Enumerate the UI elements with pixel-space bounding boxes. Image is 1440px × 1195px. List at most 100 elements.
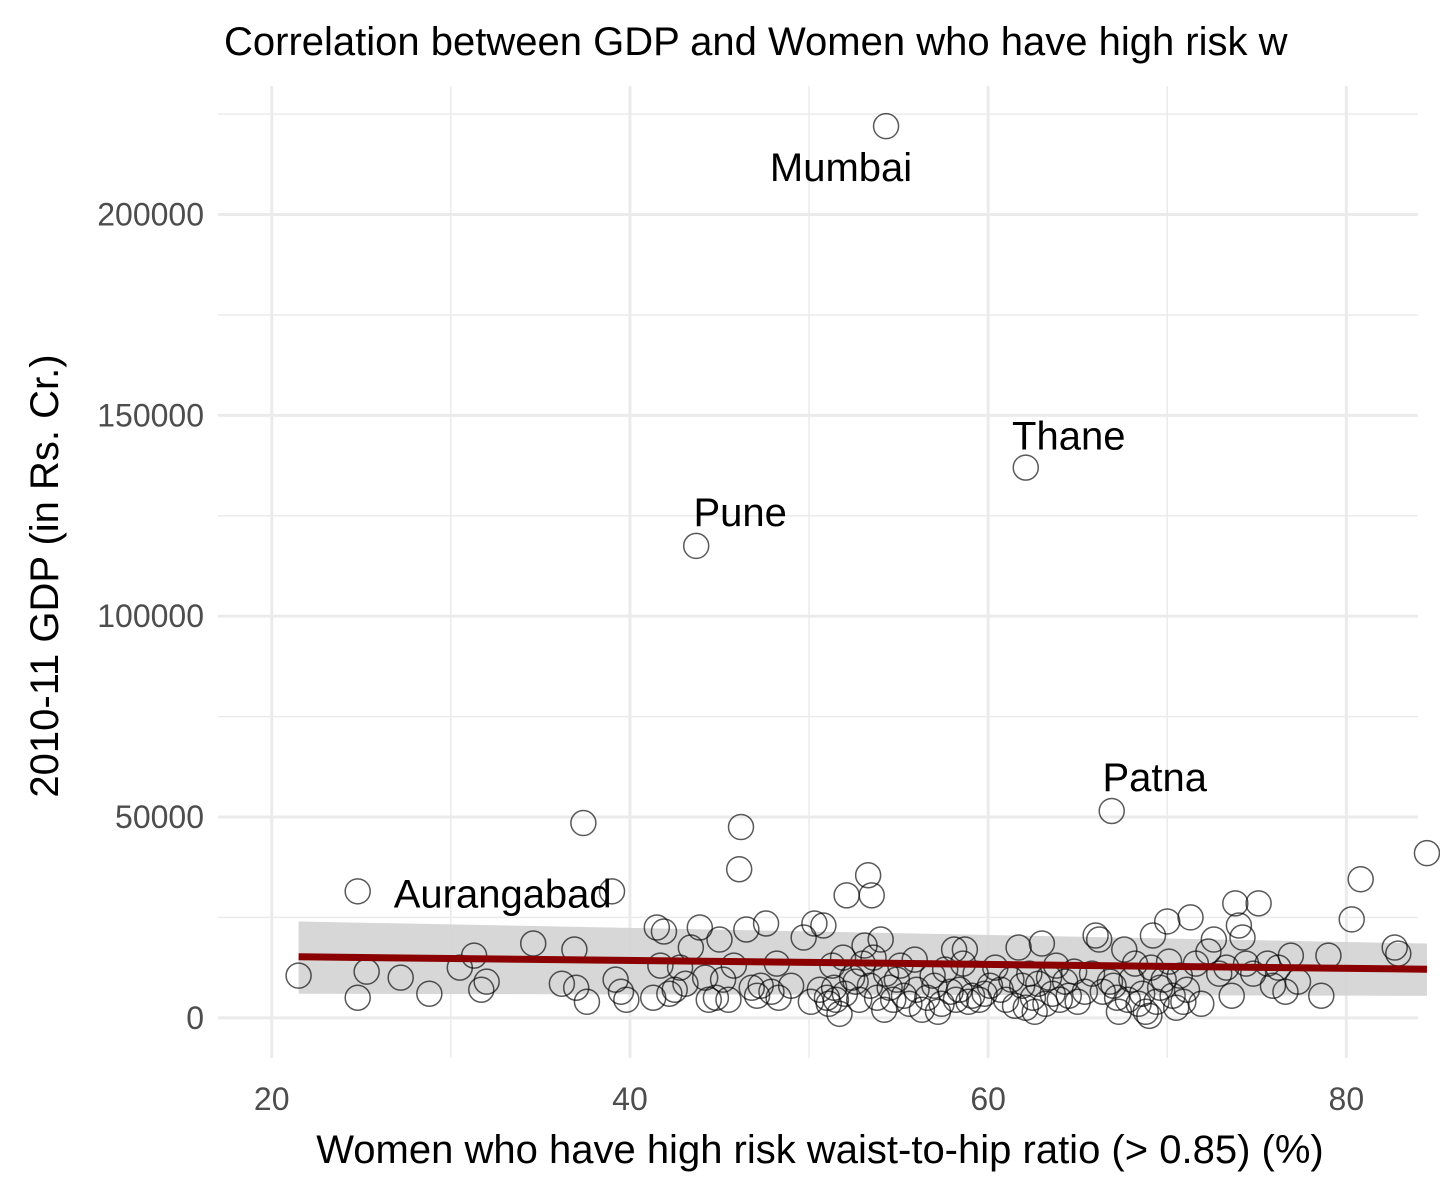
- data-point: [1005, 934, 1032, 961]
- data-point: [702, 984, 730, 1012]
- y-tick-label: 0: [186, 1000, 204, 1036]
- data-point: [725, 855, 753, 883]
- data-point: [1218, 982, 1245, 1009]
- data-point: [1019, 984, 1047, 1012]
- data-point: [672, 970, 699, 997]
- data-point: [1085, 926, 1113, 953]
- point-labels-layer: Mumbai Thane Pune Patna Aurangabad: [394, 146, 1208, 916]
- data-point: [815, 990, 842, 1018]
- data-point: [416, 980, 443, 1007]
- data-point-labeled: [1098, 797, 1125, 825]
- data-point-labeled: [344, 878, 371, 905]
- data-point: [570, 809, 597, 837]
- data-point: [908, 996, 936, 1024]
- data-point: [971, 980, 998, 1007]
- data-point: [1254, 950, 1281, 977]
- data-point: [1021, 998, 1048, 1026]
- data-point: [1170, 988, 1197, 1016]
- data-point: [647, 952, 674, 979]
- data-point: [822, 986, 850, 1014]
- data-point: [858, 882, 885, 909]
- data-point: [1347, 866, 1374, 893]
- data-point: [686, 914, 714, 941]
- x-tick-label: 40: [612, 1081, 648, 1117]
- data-point: [937, 978, 964, 1005]
- data-point: [598, 878, 626, 905]
- data-point: [733, 916, 760, 943]
- x-tick-label: 20: [254, 1081, 290, 1117]
- x-tick-label: 60: [970, 1081, 1006, 1117]
- data-point: [896, 990, 923, 1018]
- data-point-labeled: [1012, 454, 1040, 481]
- data-point: [1200, 926, 1228, 953]
- data-point: [854, 861, 882, 889]
- data-point: [738, 974, 765, 1001]
- data-point-labeled: [682, 532, 710, 560]
- data-point: [965, 986, 993, 1014]
- y-tick-label: 150000: [97, 397, 204, 433]
- data-point: [1308, 982, 1335, 1009]
- data-point: [1222, 890, 1249, 917]
- data-point: [656, 980, 683, 1007]
- data-point: [573, 988, 601, 1016]
- data-point: [468, 976, 495, 1003]
- data-point: [876, 974, 903, 1001]
- data-point: [1188, 990, 1215, 1018]
- data-point: [715, 986, 742, 1014]
- data-point: [344, 984, 371, 1012]
- data-point: [790, 924, 817, 951]
- data-point: [706, 926, 733, 953]
- x-axis-title: Women who have high risk waist-to-hip ra…: [316, 1128, 1323, 1172]
- data-point: [548, 970, 576, 997]
- data-point: [709, 966, 737, 993]
- data-point: [867, 926, 894, 953]
- data-point: [992, 986, 1020, 1014]
- data-point: [1136, 1002, 1163, 1030]
- point-label-patna: Patna: [1102, 756, 1207, 800]
- data-point: [801, 910, 828, 937]
- data-point: [958, 982, 986, 1009]
- data-point: [720, 952, 748, 979]
- grid-minor: [218, 86, 1418, 1058]
- data-point: [833, 882, 860, 909]
- x-tick-labels: 20 40 60 80: [254, 1081, 1364, 1117]
- data-point: [387, 964, 414, 991]
- data-point: [1205, 960, 1233, 987]
- data-point: [901, 946, 928, 973]
- data-point: [727, 813, 755, 841]
- chart-title: Correlation between GDP and Women who ha…: [224, 20, 1288, 64]
- data-point: [1239, 960, 1267, 987]
- point-label-pune: Pune: [693, 491, 786, 535]
- y-axis-title: 2010-11 GDP (in Rs. Cr.): [23, 354, 67, 797]
- data-point: [1071, 978, 1099, 1005]
- data-point: [1028, 930, 1056, 957]
- data-point: [1229, 924, 1256, 951]
- data-point: [931, 956, 959, 983]
- data-point: [879, 986, 907, 1014]
- data-point: [758, 978, 785, 1005]
- data-point: [1082, 922, 1109, 949]
- data-point: [942, 986, 970, 1014]
- data-point: [903, 976, 930, 1003]
- data-point: [842, 968, 869, 995]
- y-tick-label: 100000: [97, 598, 204, 634]
- point-label-aurangabad: Aurangabad: [394, 872, 612, 916]
- data-point: [1413, 839, 1440, 867]
- data-point: [1177, 904, 1204, 931]
- data-point: [1100, 972, 1127, 999]
- data-point: [752, 910, 780, 937]
- data-point: [826, 1000, 853, 1028]
- data-point: [976, 972, 1004, 999]
- data-point: [643, 914, 671, 941]
- data-point: [1001, 992, 1029, 1020]
- data-point: [777, 972, 805, 999]
- data-point: [845, 986, 873, 1014]
- data-point: [810, 912, 837, 939]
- data-point: [607, 978, 635, 1005]
- data-point: [1132, 998, 1160, 1026]
- point-label-mumbai: Mumbai: [770, 146, 912, 190]
- data-point: [1173, 976, 1201, 1003]
- data-point: [650, 918, 678, 945]
- point-label-thane: Thane: [1012, 415, 1125, 459]
